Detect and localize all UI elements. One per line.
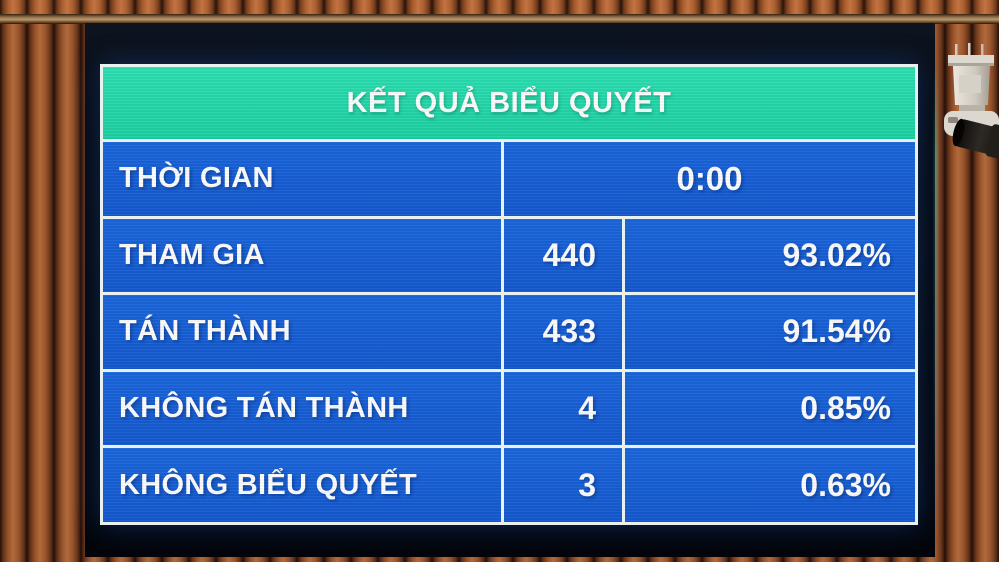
row-khong-bieu-quyet-label: KHÔNG BIỂU QUYẾT: [103, 448, 501, 522]
led-screen-bezel: KẾT QUẢ BIỂU QUYẾT THỜI GIAN 0:00 THAM G…: [85, 23, 938, 557]
wood-rail: [0, 14, 999, 24]
row-khong-bieu-quyet-percent: 0.63%: [625, 448, 915, 522]
time-row-value: 0:00: [504, 142, 915, 216]
row-tham-gia-percent: 93.02%: [625, 218, 915, 293]
row-tan-thanh-count: 433: [504, 295, 622, 369]
row-tham-gia-label: THAM GIA: [103, 218, 501, 293]
security-camera-icon: [944, 43, 999, 159]
row-khong-bieu-quyet-count: 3: [504, 448, 622, 522]
row-khong-tan-thanh-percent: 0.85%: [625, 371, 915, 446]
row-khong-tan-thanh-label: KHÔNG TÁN THÀNH: [103, 371, 501, 446]
voting-results-board: KẾT QUẢ BIỂU QUYẾT THỜI GIAN 0:00 THAM G…: [100, 64, 918, 525]
row-tan-thanh-label: TÁN THÀNH: [103, 295, 501, 369]
row-tan-thanh-percent: 91.54%: [625, 295, 915, 369]
row-khong-tan-thanh-count: 4: [504, 371, 622, 446]
row-tham-gia-count: 440: [504, 218, 622, 293]
board-title: KẾT QUẢ BIỂU QUYẾT: [103, 67, 915, 139]
time-row-label: THỜI GIAN: [103, 142, 501, 216]
screen-reflection-streak: [934, 63, 938, 543]
wood-slat-wall-top: [0, 0, 999, 16]
